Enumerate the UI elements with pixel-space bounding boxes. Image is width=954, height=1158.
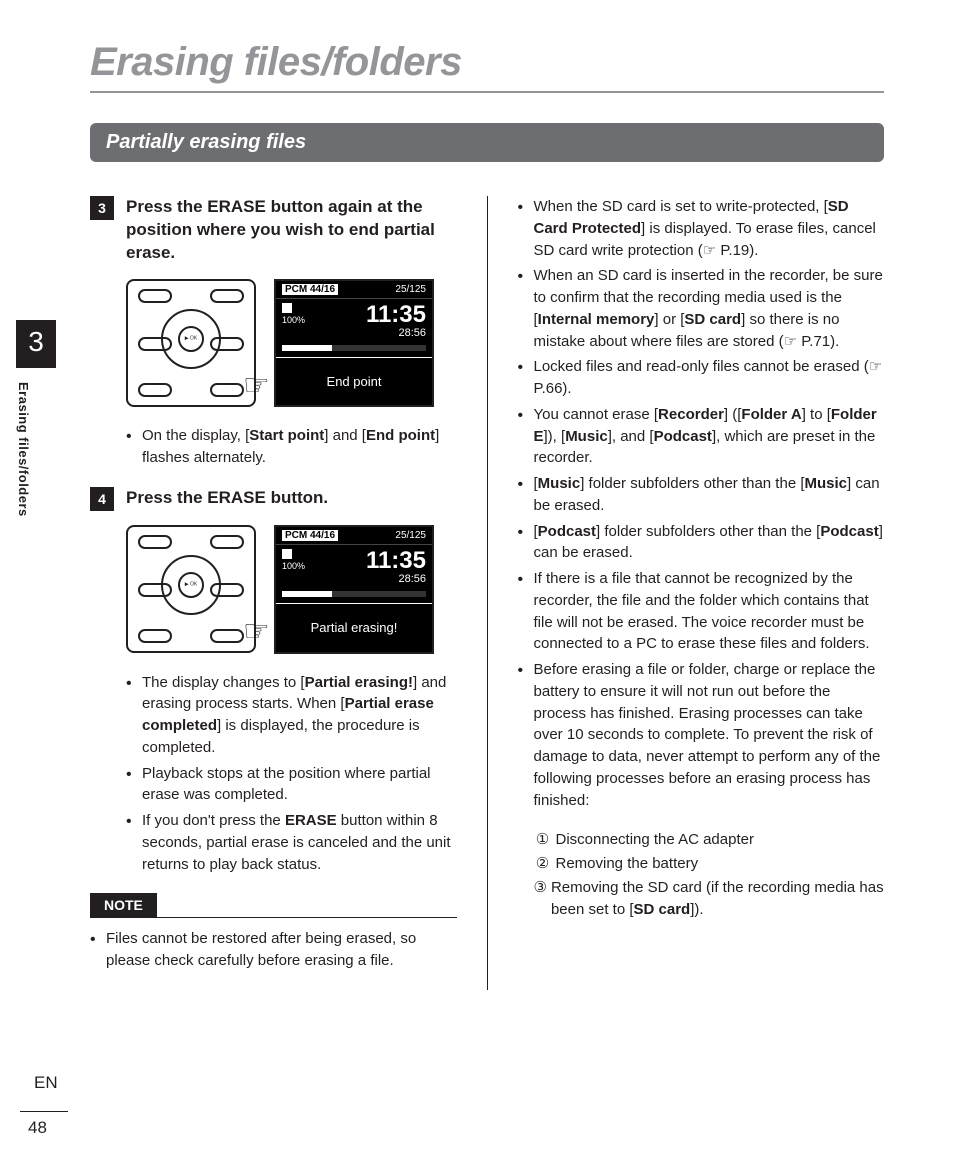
- language-label: EN: [34, 1073, 68, 1093]
- pointing-hand-icon: ☜: [243, 614, 270, 649]
- list-item: Playback stops at the position where par…: [126, 763, 457, 807]
- lcd-duration: 28:56: [366, 327, 426, 339]
- list-item: On the display, [Start point] and [End p…: [126, 425, 457, 469]
- right-bullets: When the SD card is set to write-protect…: [518, 196, 885, 811]
- lcd-format: PCM 44/16: [282, 530, 338, 541]
- device-button: [138, 289, 172, 303]
- list-item: If you don't press the ERASE button with…: [126, 810, 457, 875]
- lcd-screen: PCM 44/16 25/125 100% 11:35 28:56: [274, 525, 434, 654]
- list-item: Files cannot be restored after being era…: [90, 928, 457, 972]
- lcd-screen: PCM 44/16 25/125 100% 11:35 28:56: [274, 279, 434, 408]
- list-item: The display changes to [Partial erasing!…: [126, 672, 457, 759]
- lcd-time: 11:35: [366, 303, 426, 327]
- step-3-figures: ▶ OK ☜ PCM 44/16 25/125 100% 11:3: [126, 279, 457, 408]
- chapter-label: Erasing files/folders: [16, 382, 31, 517]
- stop-icon: [282, 549, 292, 559]
- page-title: Erasing files/folders: [90, 40, 884, 93]
- page-number: 48: [20, 1111, 68, 1138]
- device-button: [210, 629, 244, 643]
- list-item: When an SD card is inserted in the recor…: [518, 265, 885, 352]
- note-bullets: Files cannot be restored after being era…: [90, 928, 457, 972]
- list-item: [Music] folder subfolders other than the…: [518, 473, 885, 517]
- list-item: Locked files and read-only files cannot …: [518, 356, 885, 400]
- column-separator: [487, 196, 488, 990]
- progress-bar-icon: [282, 591, 426, 597]
- numbered-item: ②Removing the battery: [534, 853, 885, 875]
- list-item: When the SD card is set to write-protect…: [518, 196, 885, 261]
- page-footer: EN 48: [20, 1073, 68, 1138]
- lcd-time: 11:35: [366, 549, 426, 573]
- device-button: [138, 535, 172, 549]
- numbered-item: ①Disconnecting the AC adapter: [534, 829, 885, 851]
- device-button: [210, 535, 244, 549]
- pointing-hand-icon: ☜: [243, 368, 270, 403]
- dpad-icon: ▶ OK: [161, 309, 221, 369]
- lcd-counter: 25/125: [395, 530, 426, 541]
- lcd-counter: 25/125: [395, 284, 426, 295]
- device-button: [138, 383, 172, 397]
- dpad-icon: ▶ OK: [161, 555, 221, 615]
- step-heading: Press the ERASE button again at the posi…: [126, 196, 457, 265]
- chapter-number: 3: [16, 320, 56, 368]
- right-column: When the SD card is set to write-protect…: [518, 196, 885, 990]
- device-button: [210, 383, 244, 397]
- list-item: [Podcast] folder subfolders other than t…: [518, 521, 885, 565]
- lcd-format: PCM 44/16: [282, 284, 338, 295]
- note-label: NOTE: [90, 893, 157, 917]
- step-4-bullets: The display changes to [Partial erasing!…: [126, 672, 457, 876]
- stop-icon: [282, 303, 292, 313]
- list-item: Before erasing a file or folder, charge …: [518, 659, 885, 811]
- lcd-battery: 100%: [282, 315, 305, 325]
- list-item: If there is a file that cannot be recogn…: [518, 568, 885, 655]
- lcd-duration: 28:56: [366, 573, 426, 585]
- device-diagram: ▶ OK ☜: [126, 279, 256, 407]
- step-4-figures: ▶ OK ☜ PCM 44/16 25/125 100% 11:3: [126, 525, 457, 654]
- lcd-status: End point: [276, 358, 432, 406]
- step-number: 4: [90, 487, 114, 511]
- step-4: 4 Press the ERASE button.: [90, 487, 457, 511]
- note-block: NOTE Files cannot be restored after bein…: [90, 893, 457, 972]
- device-button: [138, 629, 172, 643]
- left-column: 3 Press the ERASE button again at the po…: [90, 196, 457, 990]
- numbered-item: ③Removing the SD card (if the recording …: [534, 877, 885, 921]
- list-item: You cannot erase [Recorder] ([Folder A] …: [518, 404, 885, 469]
- chapter-tab: 3 Erasing files/folders: [16, 320, 56, 517]
- step-heading: Press the ERASE button.: [126, 487, 328, 511]
- section-heading: Partially erasing files: [90, 123, 884, 162]
- step-number: 3: [90, 196, 114, 220]
- device-button: [210, 289, 244, 303]
- lcd-battery: 100%: [282, 561, 305, 571]
- device-diagram: ▶ OK ☜: [126, 525, 256, 653]
- right-sub-numbered: ①Disconnecting the AC adapter②Removing t…: [534, 829, 885, 920]
- lcd-status: Partial erasing!: [276, 604, 432, 652]
- step-3: 3 Press the ERASE button again at the po…: [90, 196, 457, 265]
- progress-bar-icon: [282, 345, 426, 351]
- step-3-bullets: On the display, [Start point] and [End p…: [126, 425, 457, 469]
